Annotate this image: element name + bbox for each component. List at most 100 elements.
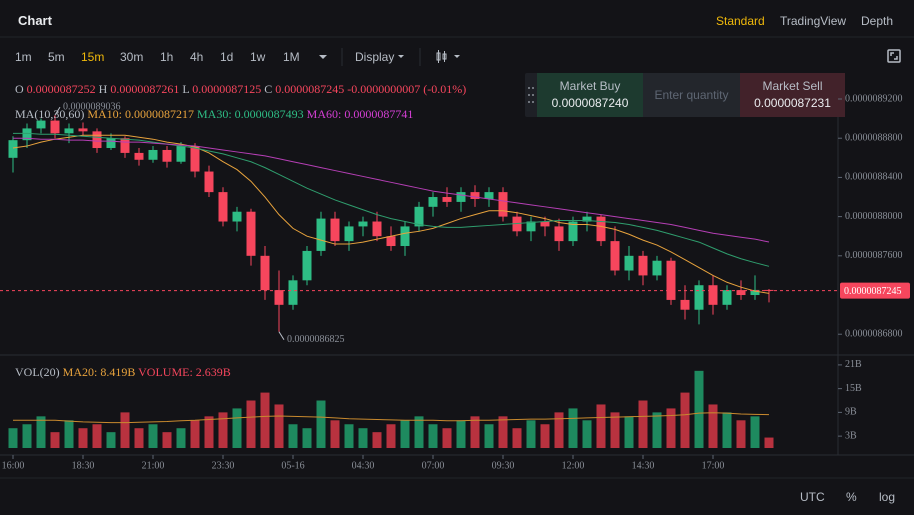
- ohlc-value: 0.0000087261: [110, 82, 180, 96]
- interval-button[interactable]: 4h: [190, 50, 204, 64]
- candle-body: [722, 290, 732, 305]
- buy-button[interactable]: [537, 73, 643, 117]
- candle-body: [750, 289, 760, 296]
- volume-bar: [610, 412, 620, 448]
- volume-bar: [456, 420, 466, 448]
- interval-button[interactable]: 1h: [160, 50, 174, 64]
- view-tab[interactable]: Depth: [861, 14, 894, 28]
- last-price-box: [840, 282, 910, 299]
- interval-button[interactable]: 15m: [81, 50, 105, 64]
- volume-bar: [568, 408, 578, 448]
- view-tab[interactable]: Standard: [716, 14, 765, 28]
- candle-body: [666, 260, 676, 300]
- volume-header: VOL(20) MA20: 8.419B VOLUME: 2.639B: [15, 365, 231, 379]
- candle-body: [694, 285, 704, 310]
- x-tick-label: 09:30: [492, 460, 515, 471]
- change: -0.0000000007 (-0.01%): [347, 82, 467, 96]
- candle-body: [190, 146, 200, 172]
- volume-bar: [750, 416, 760, 448]
- candle-body: [470, 192, 480, 199]
- ohlc-header: O 0.0000087252 H 0.0000087261 L 0.000008…: [15, 82, 466, 96]
- volume-bar: [8, 428, 18, 448]
- y-tick-label: 3B: [845, 430, 857, 441]
- candle-icon[interactable]: [436, 50, 447, 63]
- x-tick-label: 12:00: [562, 460, 585, 471]
- dropdown-icon[interactable]: [454, 55, 460, 58]
- ohlc-label: O: [15, 82, 24, 96]
- candle-body: [428, 197, 438, 207]
- candle-body: [260, 255, 270, 291]
- candle-body: [498, 192, 508, 217]
- drag-handle[interactable]: [528, 87, 534, 103]
- volume-ma-line: [13, 412, 770, 424]
- dropdown-icon[interactable]: [319, 55, 327, 59]
- ma-value: MA60: 0.0000087741: [306, 107, 414, 121]
- volume-bar: [288, 424, 298, 448]
- volume-bar: [624, 416, 634, 448]
- volume-bar: [316, 400, 326, 448]
- sell-button[interactable]: [740, 73, 845, 117]
- volume-bar: [246, 400, 256, 448]
- x-tick-label: 18:30: [72, 460, 95, 471]
- ohlc-value: 0.0000087125: [192, 82, 262, 96]
- candle-body: [106, 138, 116, 149]
- candle-body: [8, 140, 18, 158]
- ohlc-value: 0.0000087245: [275, 82, 345, 96]
- candle-body: [204, 171, 214, 193]
- volume-bar: [512, 428, 522, 448]
- footer-button[interactable]: UTC: [800, 490, 825, 504]
- candle-body: [120, 138, 130, 153]
- candle-body: [148, 149, 158, 160]
- interval-button[interactable]: 1w: [250, 50, 266, 64]
- candle-body: [288, 280, 298, 305]
- footer-button[interactable]: log: [879, 490, 896, 504]
- volume-bar: [470, 416, 480, 448]
- volume-bar: [722, 412, 732, 448]
- ohlc-value: 0.0000087252: [26, 82, 96, 96]
- y-tick-label: 15B: [845, 383, 862, 394]
- y-tick-label: 9B: [845, 407, 857, 418]
- candle-body: [736, 290, 746, 296]
- dropdown-icon[interactable]: [398, 55, 404, 58]
- quantity-input[interactable]: [643, 73, 740, 117]
- annotation-pointer: [54, 106, 61, 116]
- volume-bar: [736, 420, 746, 448]
- x-tick-label: 16:00: [2, 460, 25, 471]
- candle-body: [316, 218, 326, 251]
- volume-bar: [386, 424, 396, 448]
- buy-label: Market Buy: [559, 79, 621, 93]
- candle-body: [484, 192, 494, 199]
- display-menu[interactable]: Display: [355, 50, 395, 64]
- candle-body: [134, 152, 144, 160]
- interval-button[interactable]: 5m: [48, 50, 65, 64]
- ma-line: [13, 132, 770, 267]
- ma-title: MA(10,30,60): [15, 107, 85, 121]
- candle-body: [400, 226, 410, 247]
- candle-body: [50, 120, 60, 134]
- annotation: 0.0000086825: [287, 334, 345, 345]
- candle-body: [540, 221, 550, 227]
- interval-button[interactable]: 1M: [283, 50, 300, 64]
- ma-header: MA(10,30,60) MA10: 0.0000087217 MA30: 0.…: [15, 107, 413, 121]
- volume-bar: [372, 432, 382, 448]
- volume-bar: [36, 416, 46, 448]
- candle-body: [638, 255, 648, 276]
- quantity-placeholder: Enter quantity: [654, 88, 729, 102]
- y-tick-label: 0.0000086800: [845, 329, 903, 340]
- volume-bar: [260, 392, 270, 448]
- interval-button[interactable]: 1d: [220, 50, 234, 64]
- volume-bar: [554, 412, 564, 448]
- interval-button[interactable]: 30m: [120, 50, 144, 64]
- volume-bar: [134, 428, 144, 448]
- volume-bar: [638, 400, 648, 448]
- footer-button[interactable]: %: [846, 490, 857, 504]
- candle-body: [358, 221, 368, 227]
- volume-bar: [666, 408, 676, 448]
- volume-bar: [652, 412, 662, 448]
- interval-button[interactable]: 1m: [15, 50, 32, 64]
- view-tab[interactable]: TradingView: [780, 14, 847, 28]
- candle-body: [162, 149, 172, 162]
- fullscreen-icon[interactable]: [887, 49, 901, 63]
- volume-bar: [400, 420, 410, 448]
